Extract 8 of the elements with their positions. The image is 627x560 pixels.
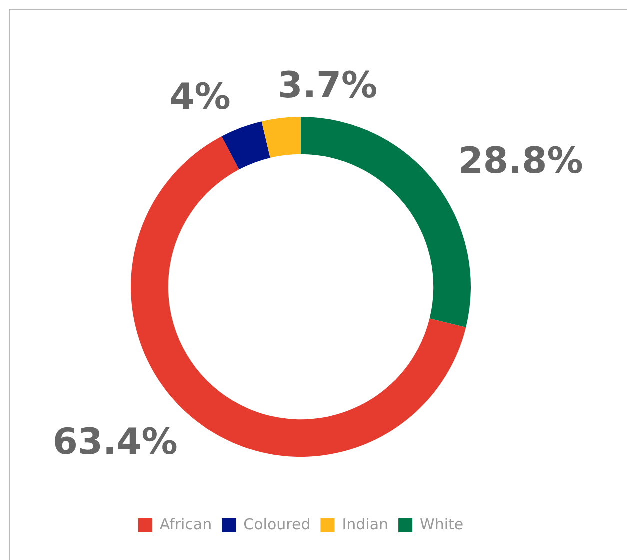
data-label: 63.4% [52, 422, 178, 463]
data-label: 3.7% [278, 66, 378, 107]
legend-label: African [160, 515, 212, 534]
data-label: 4% [170, 77, 231, 118]
legend-label: Coloured [244, 515, 311, 534]
data-label: 28.8% [458, 140, 584, 182]
legend-label: Indian [342, 515, 389, 534]
legend-label: White [420, 515, 464, 534]
